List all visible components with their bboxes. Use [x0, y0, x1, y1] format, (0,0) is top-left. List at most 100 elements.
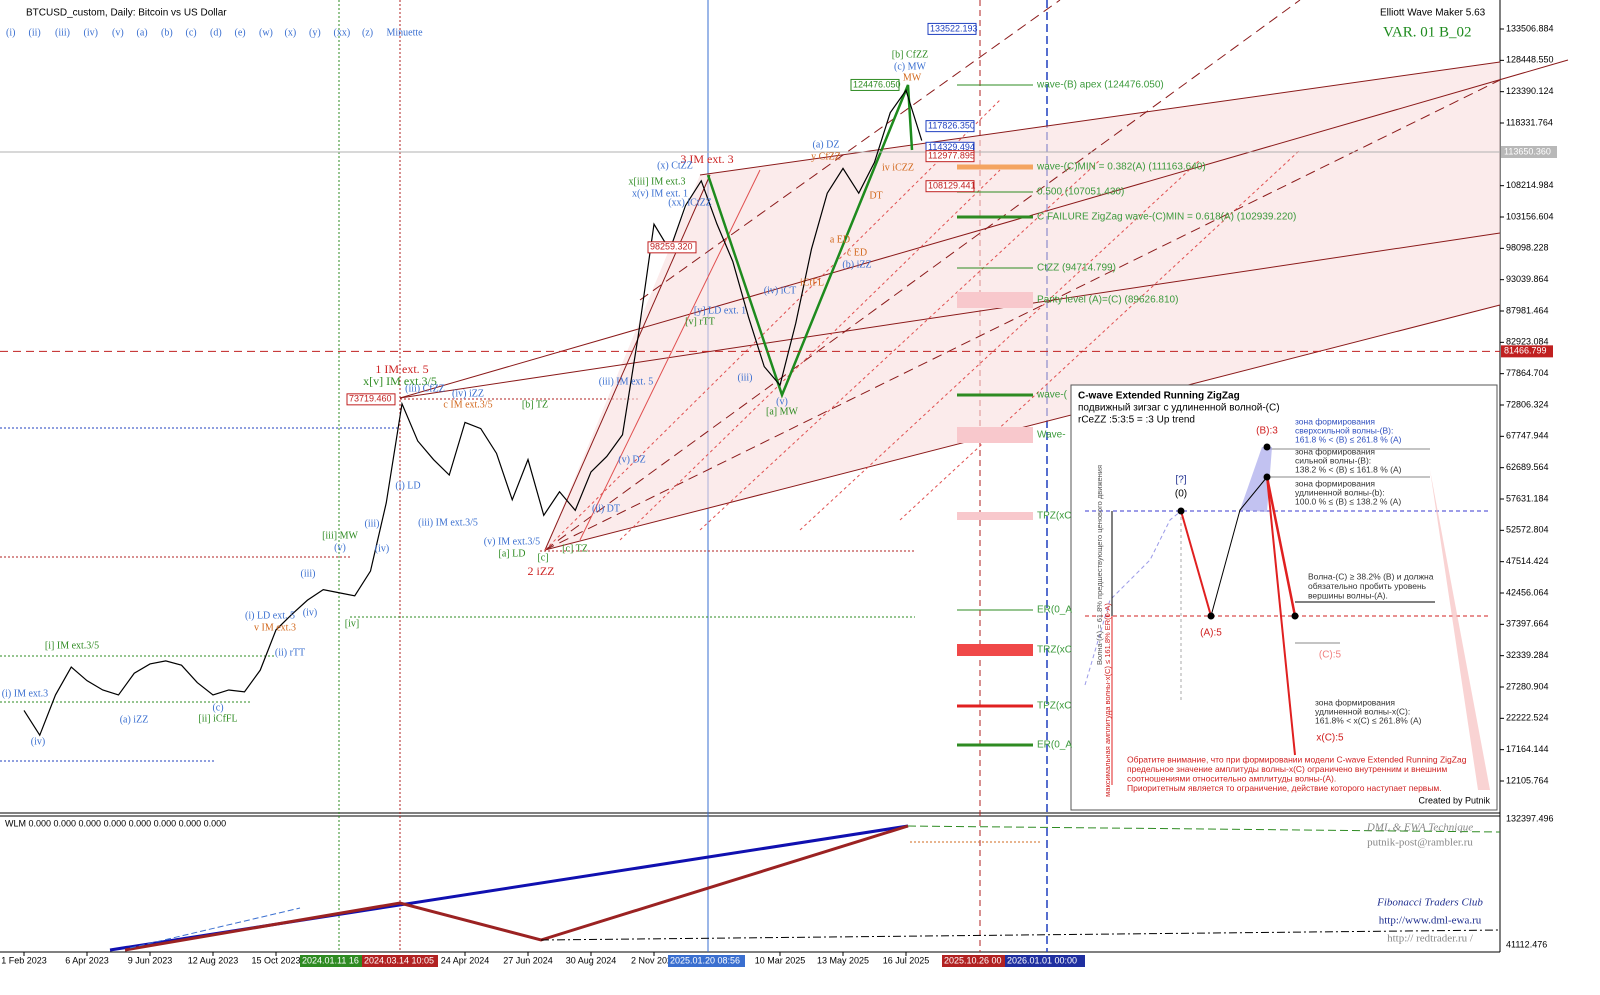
wave-label: (iv)	[303, 607, 317, 618]
xc-text: зона формирования	[1315, 697, 1395, 707]
y-tick-label: 52572.804	[1506, 525, 1549, 535]
price-marker	[927, 22, 977, 35]
y-tick-label: 77864.704	[1506, 368, 1549, 378]
wave-label: (i) LD	[395, 480, 420, 491]
side-note: Волна-(A) = 61.8% предшествующего ценово…	[1095, 465, 1104, 665]
tool-name: Elliott Wave Maker 5.63	[1380, 8, 1486, 19]
wave-label: (iii) CfZZ	[405, 383, 445, 394]
wave-label: [y] LD ext. 1	[694, 305, 746, 316]
wave-label: (v) DZ	[618, 454, 646, 465]
zone-text: зона формирования	[1295, 478, 1375, 488]
credit-text: http://www.dml-ewa.ru	[1379, 915, 1482, 927]
wave-button[interactable]: (iii)	[55, 27, 70, 38]
diagram-point	[1177, 507, 1185, 515]
diagram-zone	[1430, 470, 1490, 790]
channel-line	[399, 232, 1501, 399]
zone-text: удлиненной волны-(b):	[1295, 487, 1385, 497]
y-tick-label: 47514.424	[1506, 556, 1549, 566]
y-tick-label: 108214.984	[1506, 180, 1554, 190]
wave-label: (a) DZ	[813, 139, 840, 150]
price-marker-label: 133522.193	[930, 23, 978, 33]
wave-button[interactable]: (c)	[186, 27, 197, 38]
time-marker-label: 2025.01.20 08:56	[670, 955, 740, 965]
time-marker-label: 2026.01.01 00:00	[1007, 955, 1077, 965]
wave-label: 2 iZZ	[528, 564, 555, 578]
fan-line	[544, 174, 711, 551]
diagram-point-label: (C):5	[1319, 650, 1342, 661]
diagram-wave	[1210, 476, 1268, 617]
fib-level-label: ER(0_A	[1037, 740, 1072, 751]
fan-line	[544, 0, 1301, 551]
wave-button[interactable]: (ii)	[29, 27, 41, 38]
indicator-line	[124, 824, 909, 952]
wave-label: iCtFL	[800, 277, 824, 288]
wave-button[interactable]: (z)	[362, 27, 373, 38]
diagram-point	[1291, 612, 1299, 620]
wave-label: x(v) IM ext. 1	[632, 188, 688, 199]
wave-button[interactable]: (a)	[137, 27, 148, 38]
wave-label: (iv) iCT	[764, 285, 797, 296]
wave-label: [iii] MW	[322, 530, 358, 541]
y-tick-label: 17164.144	[1506, 744, 1549, 754]
wave-label: (v)	[334, 542, 346, 553]
wave-button[interactable]: (e)	[235, 27, 246, 38]
fan-line	[899, 149, 1301, 521]
wave-button[interactable]: (i)	[6, 27, 15, 38]
y-tick-label: 98098.228	[1506, 243, 1549, 253]
diagram-wave	[1180, 510, 1212, 617]
wave-button[interactable]: (iv)	[84, 27, 98, 38]
fib-level-label: Parity level (A)=(C) (89626.810)	[1037, 295, 1178, 306]
wave-button[interactable]: (b)	[161, 27, 173, 38]
zone-text: 100.0 % ≤ (B) ≤ 138.2 % (A)	[1295, 496, 1401, 506]
x-tick-label: 2 Nov 2024	[631, 955, 677, 965]
price-marker	[925, 150, 975, 163]
y-tick-label: 93039.864	[1506, 274, 1549, 284]
channel-line	[699, 61, 1501, 176]
price-marker-label: 117826.350	[928, 121, 975, 131]
wave-label: y CfZZ	[811, 151, 841, 162]
wave-label: [i] IM ext.3/5	[45, 640, 99, 651]
fan-line	[699, 159, 1101, 531]
wave-label: (iii) IM ext. 5	[599, 376, 653, 387]
wave-label: [b] TZ	[522, 399, 548, 410]
fib-zone	[957, 512, 1033, 520]
wave-button[interactable]: (x)	[285, 27, 297, 38]
diagram-wave	[1266, 476, 1296, 756]
diagram-point-label: (B):3	[1256, 426, 1278, 437]
wave-button[interactable]: (v)	[112, 27, 124, 38]
wave-button[interactable]: (xx)	[334, 27, 351, 38]
diagram-wave	[1265, 476, 1297, 617]
fib-level-label: CtZZ (94714.799)	[1037, 263, 1116, 274]
wave-button[interactable]: (d)	[210, 27, 222, 38]
zone-text: зона формирования	[1295, 446, 1375, 456]
price-line	[23, 89, 923, 737]
wave-button[interactable]: (y)	[309, 27, 321, 38]
rule-text: Волна-(C) ≥ 38.2% (B) и должна	[1308, 571, 1434, 581]
wave-label: (iii)	[365, 518, 380, 529]
wave-button[interactable]: (w)	[259, 27, 273, 38]
fib-level-label: wave-(B) apex (124476.050)	[1036, 80, 1164, 91]
rule-text: обязательно пробить уровень	[1308, 581, 1427, 591]
y-tick-label: 72806.324	[1506, 399, 1549, 409]
fan-line	[544, 99, 1001, 551]
price-marker	[346, 393, 396, 406]
wave-label: iv iCZZ	[882, 162, 914, 173]
wave-label: (x) CtZZ	[657, 160, 693, 171]
info-author: Created by Putnik	[1418, 795, 1490, 805]
note-text: Обратите внимание, что при формировании …	[1127, 754, 1467, 764]
fib-level-label: Wave-	[1037, 430, 1066, 441]
wave-label: a ED	[830, 234, 850, 245]
x-tick-label: 12 Aug 2023	[188, 955, 239, 965]
fan-line	[799, 159, 1201, 531]
wave-button[interactable]: Minuette	[387, 27, 424, 38]
current-price-box	[1501, 146, 1557, 159]
diagram-point-label: (0)	[1175, 489, 1187, 500]
xc-text: удлиненной волны-x(C):	[1315, 706, 1410, 716]
zone-text: 161.8 % < (B) ≤ 261.8 % (A)	[1295, 434, 1402, 444]
fib-level-label: wave-(C)MIN = 0.382(A) (111163.640)	[1036, 162, 1206, 173]
note-text: предельное значение амплитуды волны-x(C)…	[1127, 764, 1447, 774]
x-tick-label: 30 Aug 2024	[566, 955, 617, 965]
price-marker	[925, 120, 975, 133]
wave-label: [c] TZ	[562, 543, 588, 554]
